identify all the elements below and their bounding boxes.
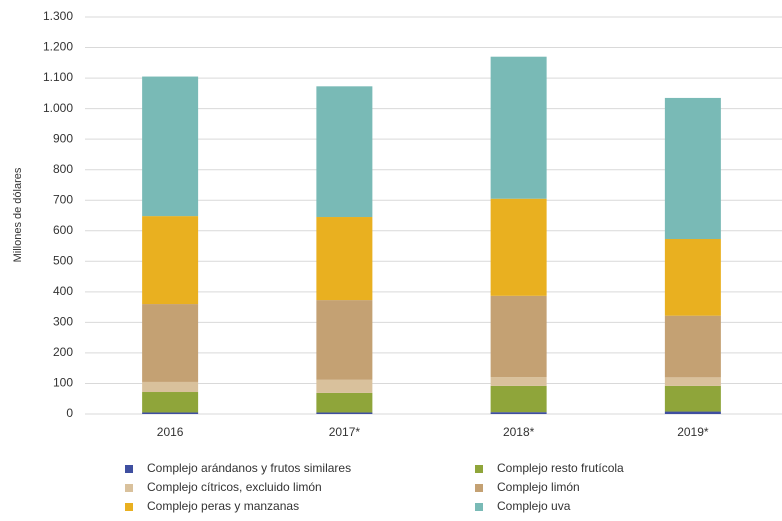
bar-segment [664, 315, 721, 378]
y-tick-label: 0 [66, 406, 73, 420]
bar-segment [142, 381, 199, 393]
bar-segment [490, 295, 547, 378]
y-tick-label: 300 [53, 315, 73, 329]
y-tick-label: 500 [53, 253, 73, 267]
y-axis-label: Millones de dólares [12, 167, 24, 262]
bar-segment [490, 412, 547, 414]
bar-segment [316, 412, 373, 414]
bar-segment [490, 56, 547, 199]
bar-segment [316, 217, 373, 301]
bar-segment [664, 239, 721, 316]
x-tick-label: 2017* [329, 425, 361, 439]
bar-segment [142, 304, 199, 382]
legend-swatch [475, 484, 483, 492]
legend-swatch [475, 503, 483, 511]
y-tick-label: 400 [53, 284, 73, 298]
legend-swatch [475, 465, 483, 473]
y-tick-label: 1.100 [43, 70, 73, 84]
bar-segment [142, 216, 199, 305]
x-tick-label: 2018* [503, 425, 535, 439]
legend-swatch [125, 503, 133, 511]
bar-segment [142, 412, 199, 414]
x-tick-label: 2016 [157, 425, 184, 439]
legend-label: Complejo cítricos, excluido limón [147, 480, 322, 494]
bar-segment [490, 198, 547, 296]
bar-segment [490, 377, 547, 386]
bar-segment [316, 379, 373, 393]
y-tick-label: 1.000 [43, 101, 73, 115]
bar-segment [142, 392, 199, 413]
legend-label: Complejo uva [497, 499, 571, 513]
bar-segment [664, 97, 721, 240]
bar-segment [664, 377, 721, 386]
legend-label: Complejo resto frutícola [497, 461, 624, 475]
bar-segment [142, 76, 199, 217]
legend-label: Complejo peras y manzanas [147, 499, 299, 513]
bar-segment [664, 411, 721, 414]
bar-segment [316, 300, 373, 380]
y-tick-label: 1.200 [43, 40, 73, 54]
legend-swatch [125, 484, 133, 492]
y-tick-label: 1.300 [43, 9, 73, 23]
legend-label: Complejo limón [497, 480, 580, 494]
y-tick-label: 900 [53, 131, 73, 145]
y-tick-label: 100 [53, 376, 73, 390]
x-tick-label: 2019* [677, 425, 709, 439]
bar-segment [316, 392, 373, 413]
legend-swatch [125, 465, 133, 473]
y-tick-label: 600 [53, 223, 73, 237]
legend-label: Complejo arándanos y frutos similares [147, 461, 351, 475]
bar-segment [316, 86, 373, 218]
y-tick-label: 700 [53, 192, 73, 206]
bar-segment [490, 385, 547, 413]
y-tick-label: 800 [53, 162, 73, 176]
y-tick-label: 200 [53, 345, 73, 359]
bar-segment [664, 385, 721, 412]
